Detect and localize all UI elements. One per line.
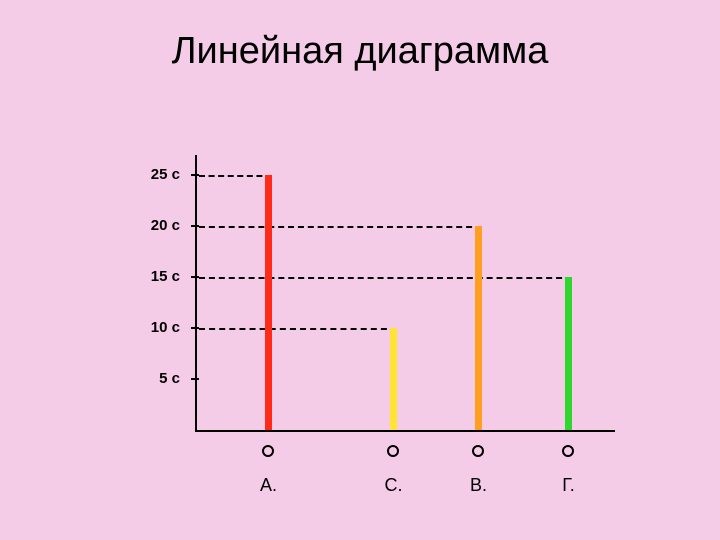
chart-area: 5 с 10 с 15 с 20 с 25 с А. С. В. Г. [0,0,720,540]
x-axis-label: С. [374,475,414,496]
bar [565,277,572,430]
bar-marker [387,445,399,457]
x-axis [195,430,615,432]
slide: Линейная диаграмма 5 с10 с15 с20 с25 сА.… [0,0,720,540]
y-axis-label: 10 с [125,319,180,336]
y-tick [191,327,199,329]
bar-marker [262,445,274,457]
y-axis-label: 25 с [125,166,180,183]
bar-marker [562,445,574,457]
guide-line [199,226,482,228]
bar [475,226,482,430]
y-tick [191,276,199,278]
bar [390,328,397,430]
y-tick [191,225,199,227]
y-axis-label: 15 с [125,268,180,285]
y-axis-label: 20 с [125,217,180,234]
x-axis-label: А. [249,475,289,496]
y-tick [191,378,199,380]
y-axis-label: 5 с [125,370,180,387]
guide-line [199,328,397,330]
guide-line [199,277,572,279]
y-axis [195,155,197,430]
x-axis-label: В. [459,475,499,496]
bar-marker [472,445,484,457]
y-tick [191,174,199,176]
guide-line [199,175,272,177]
bar [265,175,272,430]
x-axis-label: Г. [549,475,589,496]
